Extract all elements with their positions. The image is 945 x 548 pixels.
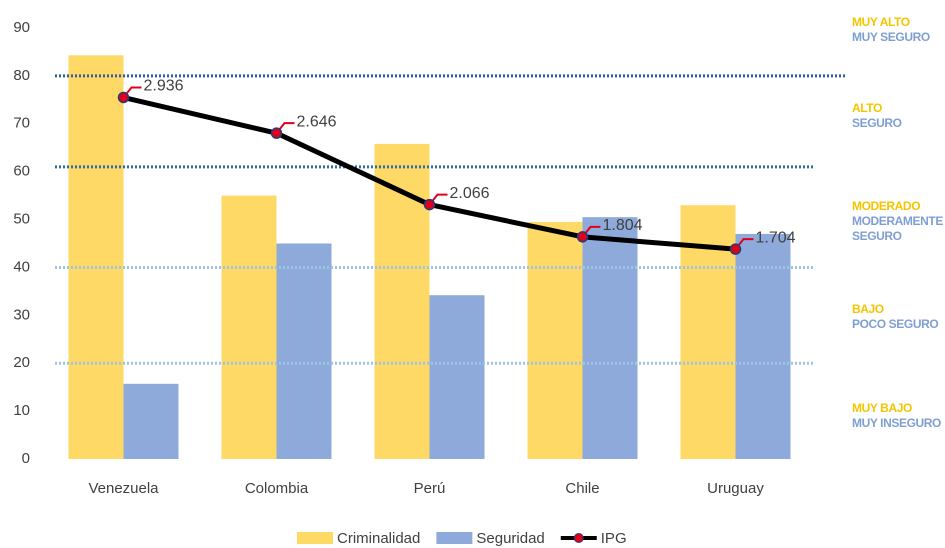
zone-level: BAJO	[852, 302, 884, 316]
bar	[582, 217, 638, 459]
y-tick-label: 10	[13, 402, 30, 419]
zone-label: MODERADO MODERAMENTE SEGURO	[852, 199, 943, 244]
zone-safety: MUY INSEGURO	[852, 416, 941, 430]
marker	[270, 127, 283, 139]
zone-level: ALTO	[852, 101, 882, 115]
data-label: 2.066	[450, 185, 490, 202]
x-tick-label: Colombia	[245, 480, 309, 497]
bar	[221, 195, 277, 459]
x-tick-label: Venezuela	[88, 480, 159, 497]
bar	[276, 243, 332, 459]
bar	[123, 383, 179, 459]
bar	[68, 55, 124, 460]
zone-label: ALTO SEGURO	[852, 101, 942, 131]
zone-level: MODERADO	[852, 199, 921, 213]
y-tick-label: 0	[22, 450, 30, 467]
x-tick-label: Chile	[565, 480, 599, 497]
legend-swatch	[436, 532, 473, 544]
y-tick-label: 80	[13, 67, 30, 84]
legend-label: Criminalidad	[337, 530, 420, 547]
data-label: 2.646	[297, 113, 337, 130]
zone-safety: MUY SEGURO	[852, 30, 930, 44]
y-tick-label: 30	[13, 306, 30, 323]
x-tick-label: Perú	[414, 480, 446, 497]
marker	[576, 231, 589, 243]
bar	[735, 233, 791, 459]
y-tick-label: 50	[13, 211, 30, 228]
legend-marker	[573, 533, 584, 543]
zone-level: MUY BAJO	[852, 401, 912, 415]
bar	[374, 143, 430, 459]
zone-safety: MODERAMENTE SEGURO	[852, 214, 943, 243]
zone-label: MUY ALTO MUY SEGURO	[852, 15, 942, 45]
marker	[117, 91, 130, 104]
data-label: 1.704	[756, 229, 796, 246]
y-tick-label: 90	[13, 19, 30, 36]
marker	[729, 243, 742, 255]
y-tick-label: 60	[13, 163, 30, 180]
zone-safety: SEGURO	[852, 116, 902, 130]
y-tick-label: 20	[13, 354, 30, 371]
zone-safety: POCO SEGURO	[852, 317, 939, 331]
legend-swatch	[297, 532, 333, 544]
zone-label: MUY BAJO MUY INSEGURO	[852, 401, 942, 431]
zone-level: MUY ALTO	[852, 15, 910, 29]
marker	[423, 198, 436, 211]
y-tick-label: 40	[13, 258, 30, 275]
zone-label: BAJO POCO SEGURO	[852, 302, 942, 332]
bar	[429, 295, 485, 459]
legend-label: IPG	[601, 530, 627, 547]
x-tick-label: Uruguay	[707, 480, 764, 497]
data-label: 1.804	[603, 217, 643, 234]
legend-label: Seguridad	[476, 530, 544, 547]
bar	[527, 221, 583, 459]
y-tick-label: 70	[13, 115, 30, 132]
data-label: 2.936	[144, 78, 184, 95]
